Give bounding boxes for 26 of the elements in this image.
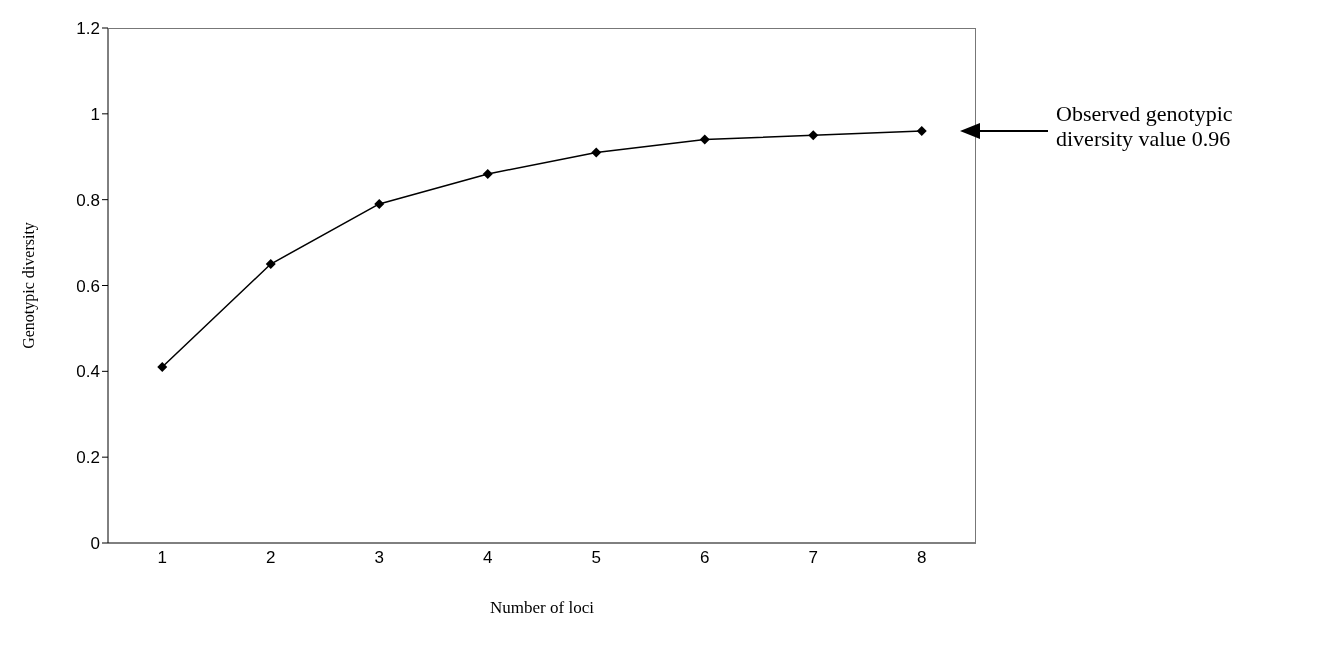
point — [699, 134, 710, 145]
text: Observed genotypic diversity value 0.96 — [1056, 101, 1234, 151]
y-tick-label: 0.6 — [76, 276, 100, 296]
point — [482, 168, 493, 179]
y-tick-label: 0.8 — [76, 190, 100, 210]
y-tick-label: 0.2 — [76, 448, 100, 468]
point — [265, 259, 276, 270]
y-tick-label: 1.2 — [76, 19, 100, 39]
x-tick-label: 6 — [700, 548, 710, 568]
y-axis-title: Genotypic diversity — [19, 222, 38, 349]
y-tick-label: 0 — [90, 534, 100, 554]
x-tick-label: 8 — [917, 548, 927, 568]
x-axis-title: Number of loci — [490, 598, 595, 617]
point — [157, 362, 168, 373]
x-tick-label: 2 — [266, 548, 276, 568]
x-tick-label: 7 — [808, 548, 818, 568]
x-tick-label: 4 — [483, 548, 493, 568]
point — [808, 130, 819, 141]
point — [916, 126, 927, 136]
x-tick-label: 5 — [591, 548, 601, 568]
y-tick-label: 1 — [90, 104, 100, 124]
x-tick-label: 1 — [157, 548, 167, 568]
y-tick-label: 0.4 — [76, 362, 100, 382]
x-tick-label: 3 — [374, 548, 384, 568]
point — [591, 147, 602, 158]
point — [374, 198, 385, 209]
